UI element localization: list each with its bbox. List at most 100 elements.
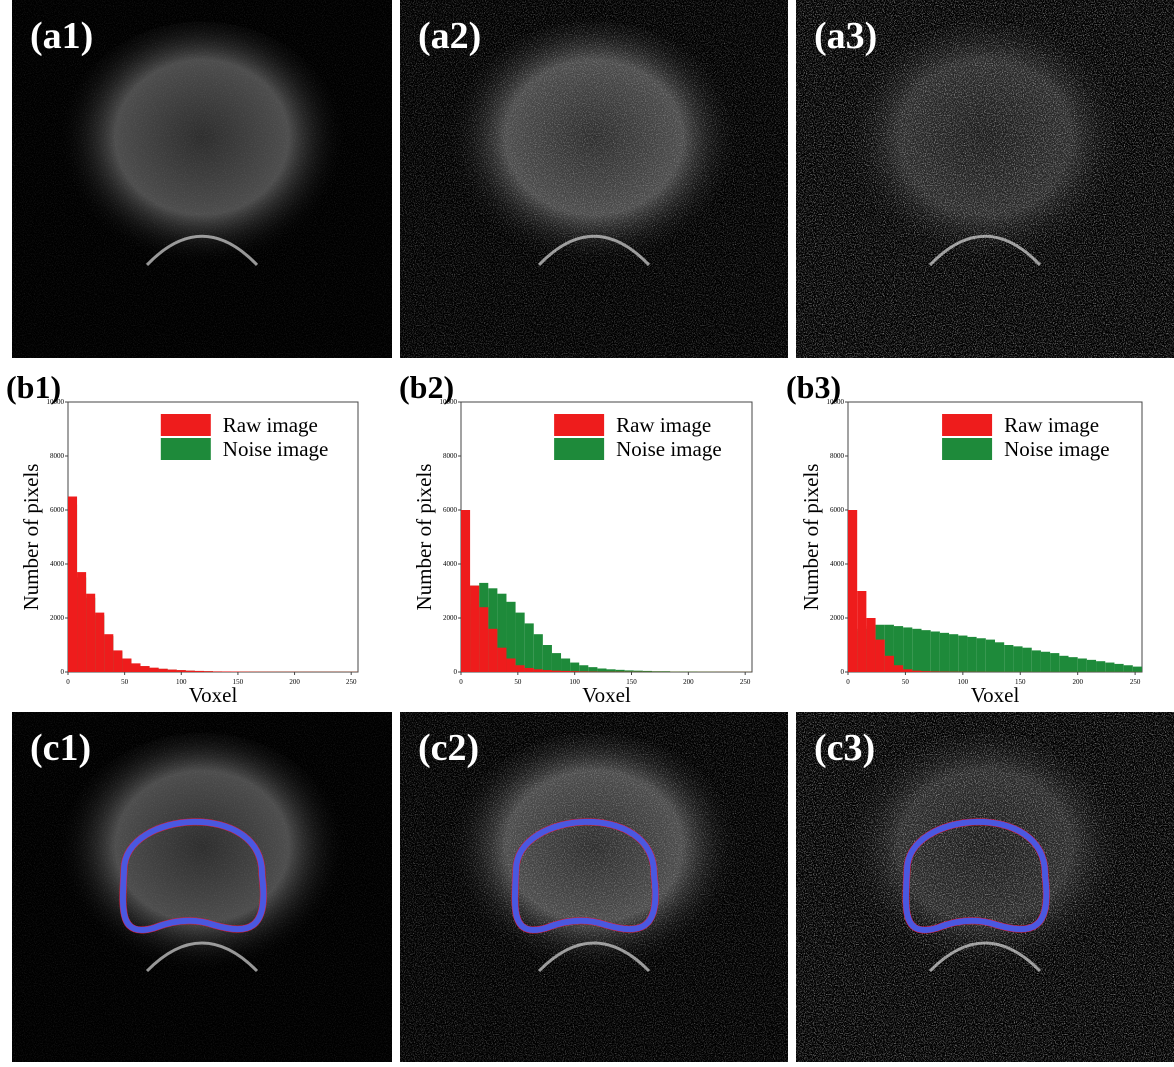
histogram-bar xyxy=(903,627,912,672)
y-tick-label: 8000 xyxy=(50,452,65,460)
histogram-bar xyxy=(186,671,195,672)
histogram-bar xyxy=(848,510,857,672)
histogram-bar xyxy=(461,510,470,672)
histogram-bar xyxy=(885,656,894,672)
histogram-bar xyxy=(894,665,903,672)
histogram-bar xyxy=(561,659,570,673)
legend-swatch xyxy=(554,438,604,460)
histogram-bar xyxy=(150,668,159,672)
histogram-bar xyxy=(570,663,579,672)
histogram-bar xyxy=(479,607,488,672)
histogram-bar xyxy=(1050,653,1059,672)
histogram-bar xyxy=(131,663,140,672)
histogram-bar xyxy=(204,671,213,672)
histogram-bar xyxy=(579,665,588,672)
histogram-bar xyxy=(1013,646,1022,672)
legend-label: Raw image xyxy=(1004,413,1099,437)
histogram-bar xyxy=(940,633,949,672)
histogram-bar xyxy=(552,653,561,672)
legend-label: Raw image xyxy=(223,413,318,437)
panel-label: (c2) xyxy=(418,727,479,769)
histogram-bar xyxy=(625,670,634,672)
histogram-bar xyxy=(1032,650,1041,672)
histogram-bar xyxy=(1124,665,1133,672)
histogram-bar xyxy=(931,671,940,672)
histogram-bar xyxy=(866,618,875,672)
x-tick-label: 250 xyxy=(346,678,357,686)
histogram-bar xyxy=(995,642,1004,672)
y-tick-label: 10000 xyxy=(827,398,845,406)
y-tick-label: 4000 xyxy=(50,560,65,568)
x-tick-label: 250 xyxy=(740,678,751,686)
histogram-bar xyxy=(949,634,958,672)
histogram-bar xyxy=(588,667,597,672)
histogram-bar xyxy=(141,666,150,672)
legend-label: Raw image xyxy=(616,413,711,437)
y-tick-label: 0 xyxy=(841,668,845,676)
histogram-bar xyxy=(104,634,113,672)
histogram-bar xyxy=(570,671,579,672)
panel-label: (c3) xyxy=(814,727,875,769)
histogram-bar xyxy=(552,671,561,672)
legend-swatch xyxy=(161,414,211,436)
x-axis-label: Voxel xyxy=(189,683,238,707)
histogram-bar xyxy=(534,669,543,672)
y-axis-label: Number of pixels xyxy=(19,464,43,611)
histogram-bar xyxy=(894,626,903,672)
histogram-bar xyxy=(488,629,497,672)
histogram-bar xyxy=(122,659,131,673)
histogram-bar xyxy=(616,670,625,672)
histogram-bar xyxy=(543,670,552,672)
legend-swatch xyxy=(942,438,992,460)
histogram-bar xyxy=(857,591,866,672)
histogram-bar xyxy=(922,630,931,672)
histogram-bar xyxy=(1087,660,1096,672)
histogram-bar xyxy=(1105,663,1114,672)
x-tick-label: 100 xyxy=(569,678,580,686)
histogram-bar xyxy=(1096,661,1105,672)
x-tick-label: 0 xyxy=(66,678,70,686)
x-tick-label: 50 xyxy=(121,678,129,686)
histogram-bar xyxy=(497,648,506,672)
y-tick-label: 6000 xyxy=(830,506,845,514)
histogram-bar xyxy=(1004,645,1013,672)
y-tick-label: 2000 xyxy=(443,614,458,622)
x-axis-label: Voxel xyxy=(582,683,631,707)
histogram-bar xyxy=(579,671,588,672)
histogram-bar xyxy=(912,629,921,672)
x-tick-label: 0 xyxy=(846,678,850,686)
y-tick-label: 6000 xyxy=(50,506,65,514)
histogram-bar xyxy=(607,669,616,672)
panel-label: (c1) xyxy=(30,727,91,769)
histogram-bar xyxy=(68,497,77,673)
histogram-bar xyxy=(534,634,543,672)
histogram-bar xyxy=(177,670,186,672)
histogram-bar xyxy=(168,670,177,672)
panel-label: (a2) xyxy=(418,15,481,57)
x-tick-label: 200 xyxy=(289,678,300,686)
legend-label: Noise image xyxy=(1004,437,1110,461)
histogram-bar xyxy=(1059,656,1068,672)
histogram-bar xyxy=(113,650,122,672)
x-tick-label: 100 xyxy=(176,678,187,686)
histogram-bar xyxy=(1023,648,1032,672)
histogram-bar xyxy=(86,594,95,672)
legend-label: Noise image xyxy=(223,437,329,461)
histogram-bar xyxy=(903,669,912,672)
histogram-bar xyxy=(986,640,995,672)
histogram-bar xyxy=(213,671,222,672)
y-tick-label: 6000 xyxy=(443,506,458,514)
histogram-bar xyxy=(1133,667,1142,672)
histogram-bar xyxy=(1078,659,1087,673)
histogram-bar xyxy=(597,668,606,672)
y-axis-label: Number of pixels xyxy=(412,464,436,611)
panel-label: (a1) xyxy=(30,15,93,57)
legend-swatch xyxy=(161,438,211,460)
histogram-bar xyxy=(1114,664,1123,672)
y-tick-label: 0 xyxy=(454,668,458,676)
x-tick-label: 50 xyxy=(902,678,910,686)
histogram-bar xyxy=(958,636,967,672)
y-tick-label: 8000 xyxy=(443,452,458,460)
y-tick-label: 2000 xyxy=(830,614,845,622)
